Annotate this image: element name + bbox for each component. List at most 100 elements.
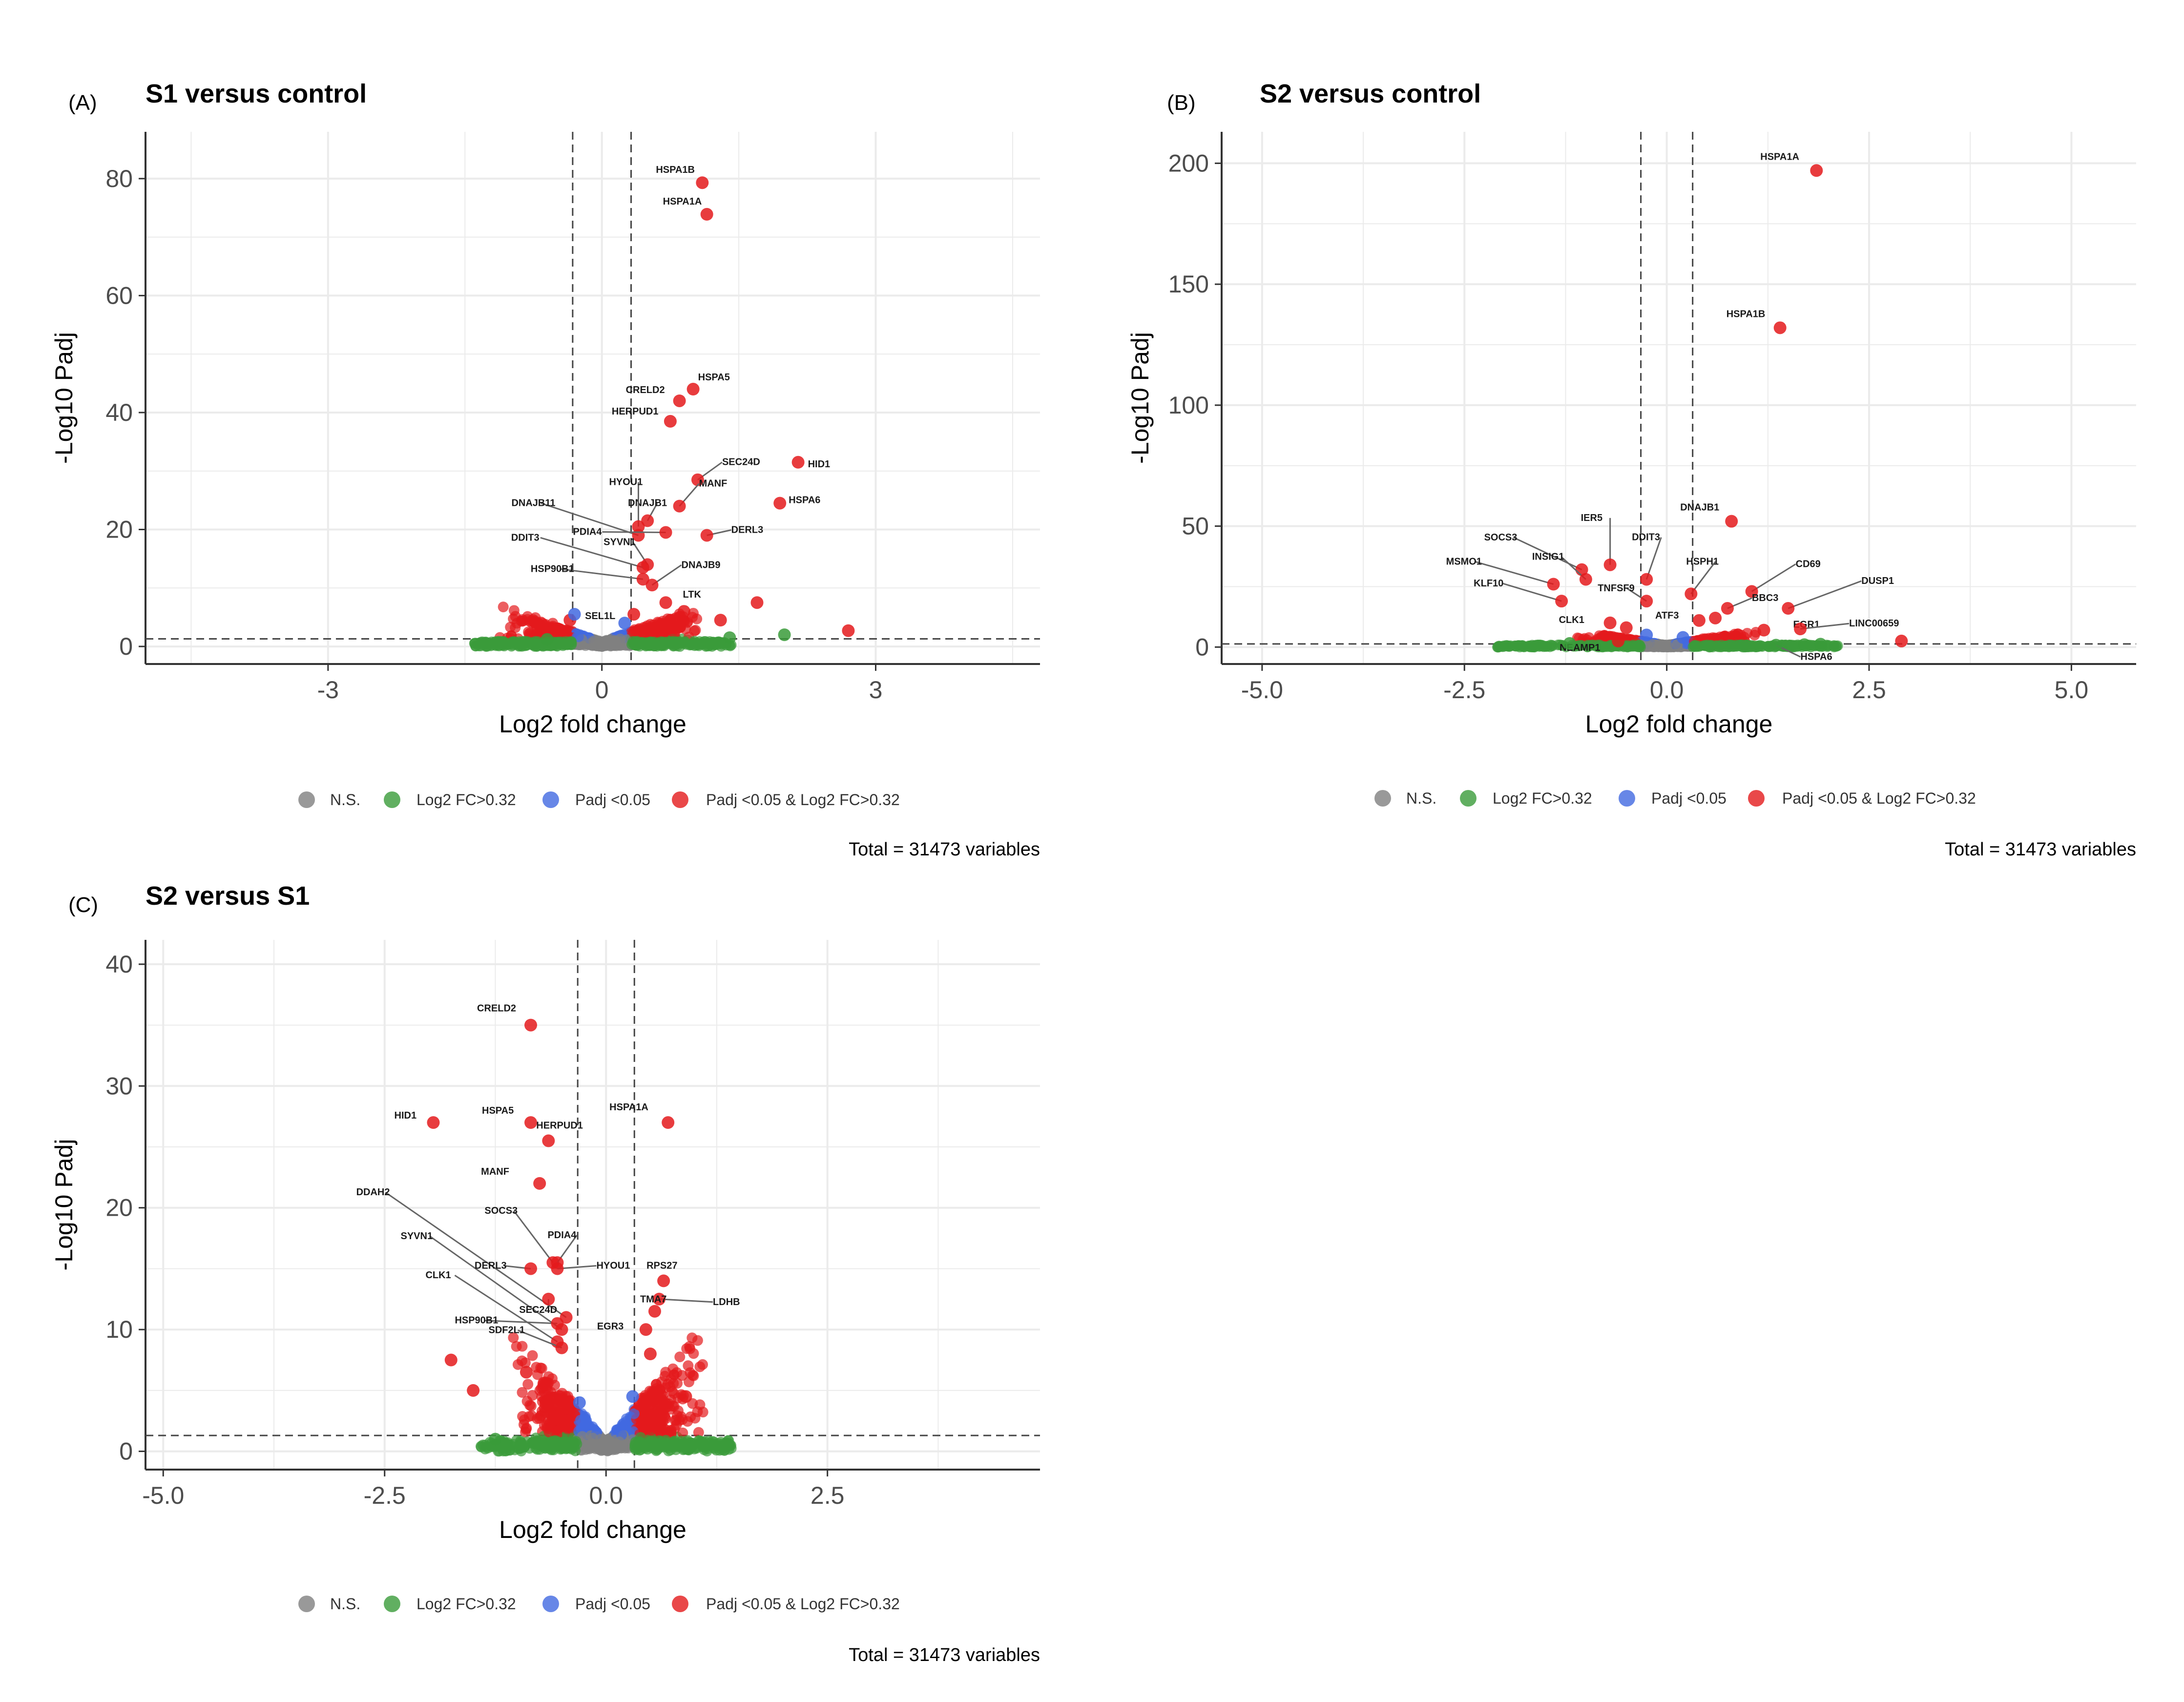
data-point: [1640, 595, 1653, 608]
gene-label-derl3: DERL3: [731, 524, 764, 535]
cloud-point: [1784, 640, 1795, 651]
data-point: [1798, 638, 1811, 651]
data-point: [1725, 515, 1738, 528]
highlighted-points: HSPA1BHSPA1AHSPA5CRELD2HERPUD1HID1SEC24D…: [511, 165, 855, 646]
cloud-point: [692, 1335, 703, 1346]
y-tick-label: 0: [119, 633, 133, 660]
legend-key-both: [672, 791, 688, 808]
caption: Total = 31473 variables: [849, 839, 1040, 860]
cloud-point: [555, 1390, 566, 1401]
label-connector: [1800, 623, 1850, 630]
label-connector: [1690, 561, 1716, 595]
data-point: [696, 176, 709, 189]
cloud-point: [1731, 641, 1742, 652]
cloud-point: [650, 1379, 662, 1390]
cloud-point: [527, 1390, 538, 1401]
data-point: [568, 608, 581, 621]
data-point: [636, 573, 649, 586]
gene-label-hspa5: HSPA5: [698, 372, 730, 383]
x-tick-label: -5.0: [1241, 676, 1283, 704]
legend-label-both: Padj <0.05 & Log2 FC>0.32: [1782, 789, 1976, 807]
legend: N.S. Log2 FC>0.32 Padj <0.05 Padj <0.05 & L…: [298, 791, 900, 809]
gene-label-sel1l: SEL1L: [585, 611, 615, 622]
cloud-point: [689, 625, 700, 637]
label-connector: [1751, 563, 1796, 592]
cloud-point: [647, 1400, 658, 1411]
gene-label-hspa1b: HSPA1B: [1726, 309, 1766, 319]
gene-label-dnajb1: DNAJB1: [628, 498, 667, 509]
cloud-point: [517, 1341, 528, 1352]
data-point: [1709, 611, 1722, 624]
cloud-point: [691, 613, 703, 624]
gene-label-sec24d: SEC24D: [722, 457, 760, 468]
gene-label-atf3: ATF3: [1655, 610, 1679, 621]
gene-label-clk1: CLK1: [1559, 615, 1584, 625]
gene-label-ier5: IER5: [1581, 513, 1602, 523]
data-point: [645, 579, 659, 592]
data-point: [1612, 634, 1625, 647]
chart-title: S1 versus control: [146, 79, 367, 108]
caption: Total = 31473 variables: [1945, 839, 2136, 860]
cloud-point: [1832, 640, 1843, 651]
cloud-point: [1535, 640, 1546, 651]
gene-label-creld2: CRELD2: [626, 385, 665, 395]
gene-label-hspa6: HSPA6: [1800, 651, 1832, 662]
data-point: [1895, 634, 1908, 647]
gene-label-bbc3: BBC3: [1752, 593, 1778, 603]
x-tick-label: 0.0: [589, 1482, 623, 1509]
data-point: [750, 596, 764, 609]
y-tick-label: 10: [105, 1316, 133, 1343]
cloud-point: [1705, 642, 1716, 653]
cloud-point: [684, 640, 695, 651]
gene-label-hspa1b: HSPA1B: [656, 165, 695, 175]
cloud-point: [562, 1423, 573, 1434]
cloud-point: [508, 1332, 519, 1343]
data-point: [1794, 623, 1807, 636]
gene-label-dnajb9: DNAJB9: [682, 560, 721, 570]
gene-label-insig1: INSIG1: [1532, 552, 1564, 562]
legend-label-p: Padj <0.05: [1651, 789, 1726, 807]
legend-label-ns: N.S.: [330, 791, 360, 809]
data-point: [1676, 631, 1689, 644]
data-point: [700, 208, 713, 221]
data-point: [773, 497, 787, 510]
data-point: [1810, 164, 1823, 177]
y-tick-label: 60: [105, 282, 133, 309]
cloud-point: [1634, 640, 1645, 651]
legend-key-fc: [384, 791, 400, 808]
cloud-point: [562, 1415, 574, 1426]
data-point: [1721, 602, 1734, 615]
cloud-point: [1658, 641, 1669, 652]
gene-label-herpud1: HERPUD1: [612, 406, 659, 417]
cloud-point: [685, 1411, 696, 1422]
legend-key-ns: [1374, 790, 1391, 807]
data-point: [1757, 623, 1770, 637]
cloud-point: [553, 1409, 564, 1420]
y-tick-label: 40: [105, 951, 133, 978]
data-point: [1563, 637, 1576, 650]
gene-label-hspa1a: HSPA1A: [1760, 151, 1799, 162]
data-point: [1814, 638, 1827, 651]
x-tick-label: 3: [869, 676, 883, 704]
cloud-point: [550, 625, 561, 637]
data-point: [541, 633, 554, 646]
gene-label-hspa1a: HSPA1A: [663, 196, 702, 207]
label-connector: [1788, 580, 1862, 609]
gene-label-linc00659: LINC00659: [1849, 618, 1899, 629]
data-point: [1692, 614, 1706, 627]
x-tick-label: 2.5: [1852, 676, 1886, 704]
data-point: [691, 473, 704, 486]
data-point: [664, 415, 677, 428]
chart-title: S2 versus S1: [146, 881, 310, 911]
cloud-point: [715, 641, 727, 652]
data-point: [1603, 616, 1617, 629]
legend-label-fc: Log2 FC>0.32: [416, 791, 516, 809]
x-tick-label: -5.0: [142, 1482, 184, 1509]
gene-label-socs3: SOCS3: [1484, 532, 1518, 543]
cloud-point: [1492, 642, 1503, 653]
gene-label-hsp90b1: HSP90B1: [531, 563, 574, 574]
gene-label-ddit3: DDIT3: [511, 532, 540, 543]
data-point: [1579, 573, 1592, 586]
data-point: [641, 514, 654, 527]
